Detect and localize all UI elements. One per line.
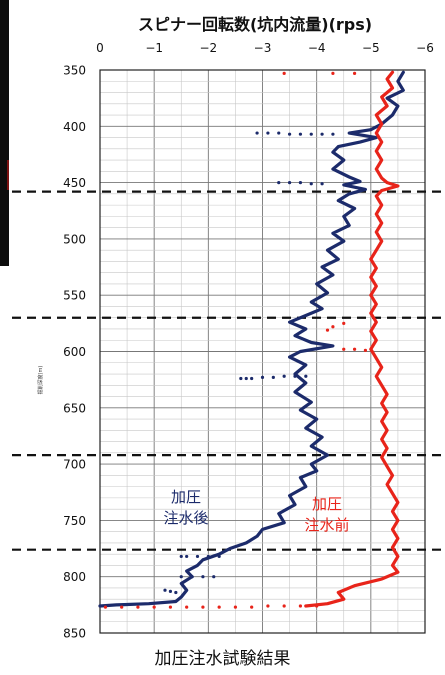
series-after-injection-point [185,554,189,559]
series-after-injection-point [266,131,270,135]
series-before-injection-point [298,604,303,608]
series-after-injection-point [168,589,173,593]
series-before-injection-point [325,328,330,332]
annotation-line: 加圧 [312,495,342,513]
series-before-injection-point [266,604,270,608]
y-tick-label: 650 [63,401,86,415]
series-after-injection-point [287,181,292,185]
series-before-injection-point [136,605,140,609]
y-axis-label: 掘削深度(m) [37,366,44,395]
series-before-injection-point [233,605,238,609]
series-after-injection-point [239,376,243,381]
chart-title: スピナー回転数(坑内流量)(rps) [138,15,372,34]
series-before-injection-point [201,605,205,609]
series-before-injection-point [250,605,254,609]
ticks: 0 −1 −2 −3 −4 −5 −6 350 400 450 500 550 600 650 700 750… [63,41,434,641]
y-tick-label: 500 [63,232,86,246]
y-tick-label: 350 [63,64,86,78]
x-tick-label: −5 [362,41,380,55]
series-before-injection-point [352,347,357,351]
series-after-injection-point [163,588,167,592]
series-after-injection-point [206,554,210,559]
x-tick-label: 0 [96,41,104,55]
series-after-injection-point [298,132,303,136]
x-tick-label: −1 [145,41,163,55]
series-after-injection-point [260,375,265,379]
series-before-injection-point [331,325,335,329]
y-tick-label: 850 [63,627,86,641]
y-tick-label: 750 [63,514,86,528]
series-after-injection-point [282,374,286,378]
annotation-line: 加圧 [171,488,201,506]
series-after-injection-point [309,182,313,186]
annotation-line: 注水前 [304,516,349,534]
series-after-injection-point [179,554,183,559]
series-after-injection-point [217,554,221,559]
series-after-injection-point [331,132,335,136]
series-after-injection-line [98,70,405,608]
series-after-injection-point [255,131,259,135]
series-before-injection-point [120,605,124,609]
series-before-injection-point [342,347,346,351]
series-before-injection-point [152,605,156,609]
series-after-injection-point [212,575,216,579]
series-after-injection-point [174,590,178,595]
series [98,70,405,609]
series-after-injection-point [293,374,297,378]
series-after-injection-point [277,131,281,135]
annotation-line: 注水後 [163,509,208,527]
grid [99,69,426,634]
y-tick-label: 600 [63,345,86,359]
figure-caption: 加圧注水試験結果 [154,649,291,669]
y-tick-label: 800 [63,570,86,584]
series-after-injection-point [309,132,313,136]
left-edge-accent [7,160,9,190]
series-before-injection-point [282,604,286,608]
series-before-injection-point [103,605,108,609]
series-after-injection-point [201,575,205,579]
series-after-injection-point [195,554,200,559]
series-after-injection-point [304,374,308,378]
series-before-injection-point [342,321,346,325]
plot-border [99,69,426,634]
plot-frame [99,69,426,634]
series-after-injection-point [298,181,303,185]
x-tick-label: −4 [308,41,326,55]
x-tick-label: −2 [199,41,217,55]
x-tick-label: −6 [416,41,434,55]
series-after-injection-point [320,182,324,186]
series-before-injection-point [185,605,189,609]
series-after-injection-point [190,575,194,579]
y-tick-label: 400 [63,120,86,134]
series-before-injection-point [168,605,173,609]
series-after-injection-point [320,132,324,136]
series-after-injection-point [179,575,183,579]
y-tick-label: 700 [63,458,86,472]
series-after-injection-point [250,376,254,381]
series-after-injection-point [277,181,281,185]
series-after-injection-point [287,132,292,136]
series-before-injection-point [352,71,357,75]
series-before-injection-point [217,605,221,609]
x-tick-label: −3 [254,41,272,55]
series-after-injection-point [271,375,275,379]
y-tick-label: 450 [63,176,86,190]
series-before-injection-point [363,348,368,352]
series-before-injection-point [315,604,319,608]
series-after-injection-point [244,376,248,381]
series-before-injection-line [304,70,400,608]
y-tick-label: 550 [63,289,86,303]
series-before-injection-point [331,71,335,75]
series-before-injection-point [282,71,286,75]
left-edge-bar [0,0,9,266]
